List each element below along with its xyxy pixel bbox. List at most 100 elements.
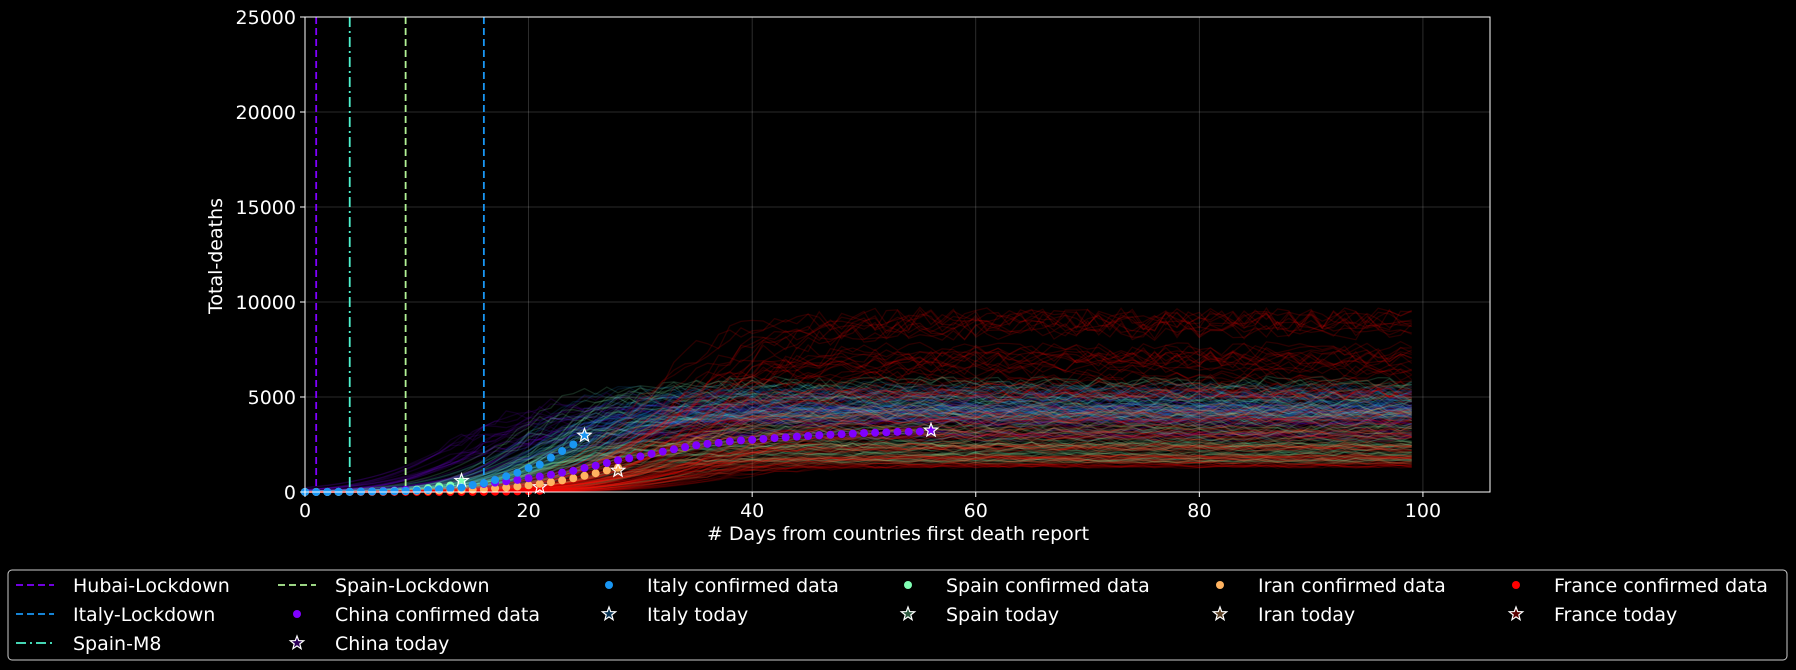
today-star-italy bbox=[576, 426, 593, 443]
simulation-curve bbox=[305, 456, 1412, 493]
simulation-curve bbox=[304, 447, 1412, 493]
data-point bbox=[558, 468, 567, 477]
simulation-china bbox=[304, 389, 1413, 493]
simulation-curve bbox=[305, 309, 1412, 493]
simulation-curve bbox=[304, 411, 1412, 493]
simulation-curve bbox=[304, 429, 1412, 493]
simulation-curve bbox=[305, 387, 1412, 493]
simulation-curve bbox=[305, 442, 1412, 493]
simulation-curve bbox=[304, 399, 1412, 493]
data-point bbox=[412, 486, 421, 495]
simulation-curve bbox=[304, 409, 1412, 493]
data-point bbox=[815, 431, 824, 440]
simulation-curve bbox=[304, 319, 1412, 493]
data-point bbox=[558, 476, 567, 485]
simulation-curve bbox=[305, 398, 1412, 493]
simulation-curve bbox=[305, 308, 1412, 493]
simulation-curve bbox=[305, 389, 1412, 493]
data-point bbox=[904, 427, 913, 436]
simulation-curve bbox=[304, 405, 1412, 493]
simulation-curve bbox=[304, 420, 1412, 491]
legend-star-swatch bbox=[1211, 605, 1229, 622]
simulation-curve bbox=[304, 386, 1412, 493]
simulation-curve bbox=[304, 403, 1413, 492]
data-point bbox=[893, 427, 902, 436]
simulation-curve bbox=[305, 445, 1412, 493]
simulation-curve bbox=[304, 425, 1412, 492]
simulation-curve bbox=[304, 434, 1412, 492]
data-point bbox=[524, 487, 533, 496]
data-point bbox=[848, 429, 857, 438]
simulation-curve bbox=[305, 457, 1412, 493]
x-tick-label: 0 bbox=[299, 500, 311, 522]
simulation-curve bbox=[304, 397, 1413, 493]
simulation-curve bbox=[304, 441, 1412, 493]
simulation-curve bbox=[304, 397, 1412, 491]
data-point bbox=[491, 476, 500, 485]
simulation-curve bbox=[305, 455, 1412, 493]
simulation-curve bbox=[305, 321, 1412, 493]
simulation-curve bbox=[305, 392, 1412, 493]
simulation-curve bbox=[305, 444, 1412, 493]
data-point bbox=[602, 459, 611, 468]
legend-dot-swatch bbox=[293, 610, 301, 618]
data-point bbox=[502, 483, 511, 492]
simulation-curve bbox=[305, 392, 1412, 493]
data-point bbox=[625, 454, 634, 463]
simulation-curve bbox=[305, 408, 1412, 493]
x-tick-label: 60 bbox=[964, 500, 988, 522]
data-point bbox=[535, 486, 544, 495]
legend-entry: China today bbox=[288, 633, 449, 655]
simulation-curve bbox=[305, 451, 1412, 493]
simulation-curve bbox=[305, 458, 1412, 493]
data-point bbox=[647, 449, 656, 458]
simulation-curve bbox=[305, 388, 1412, 493]
simulation-curve bbox=[304, 418, 1412, 492]
simulation-curve bbox=[304, 401, 1412, 493]
data-point bbox=[435, 485, 444, 494]
simulation-curve bbox=[305, 454, 1412, 493]
simulation-curve bbox=[305, 403, 1412, 493]
legend-star-swatch bbox=[899, 605, 917, 622]
simulation-curve bbox=[305, 385, 1412, 493]
simulation-curve bbox=[304, 402, 1413, 491]
simulation-curve bbox=[305, 411, 1412, 493]
simulation-curve bbox=[304, 408, 1412, 493]
legend-label: Iran confirmed data bbox=[1258, 575, 1446, 597]
simulation-curve bbox=[305, 435, 1412, 493]
simulation-curve bbox=[305, 454, 1412, 493]
data-point bbox=[927, 426, 936, 435]
simulation-curve bbox=[305, 436, 1412, 493]
data-point bbox=[915, 427, 924, 436]
x-tick-label: 40 bbox=[740, 500, 764, 522]
simulation-curve bbox=[305, 344, 1412, 493]
simulation-curve bbox=[305, 415, 1412, 493]
simulation-curve bbox=[304, 435, 1412, 493]
simulation-curve bbox=[305, 391, 1413, 493]
data-point bbox=[804, 432, 813, 441]
simulation-curve bbox=[305, 412, 1412, 493]
simulation-curve bbox=[305, 415, 1412, 493]
simulation-curve bbox=[305, 458, 1412, 493]
simulation-curve bbox=[304, 387, 1412, 492]
simulation-curve bbox=[305, 417, 1412, 493]
simulation-curve bbox=[304, 413, 1412, 493]
simulation-curve bbox=[305, 350, 1412, 493]
simulation-curve bbox=[304, 443, 1412, 493]
simulation-curve bbox=[305, 410, 1412, 493]
simulation-curve bbox=[304, 408, 1412, 492]
simulation-curve bbox=[305, 410, 1412, 493]
data-point bbox=[792, 432, 801, 441]
simulation-curve bbox=[305, 382, 1412, 493]
simulation-curve bbox=[305, 380, 1412, 493]
simulation-curve bbox=[304, 408, 1412, 493]
legend-entry: Italy confirmed data bbox=[605, 575, 839, 597]
simulation-curve bbox=[304, 409, 1413, 493]
simulation-curve bbox=[304, 452, 1412, 493]
simulation-curve bbox=[305, 431, 1412, 493]
y-tick-label: 15000 bbox=[236, 197, 296, 219]
data-point bbox=[535, 472, 544, 481]
simulation-curve bbox=[305, 308, 1412, 493]
simulation-curve bbox=[304, 389, 1412, 493]
data-point bbox=[725, 437, 734, 446]
